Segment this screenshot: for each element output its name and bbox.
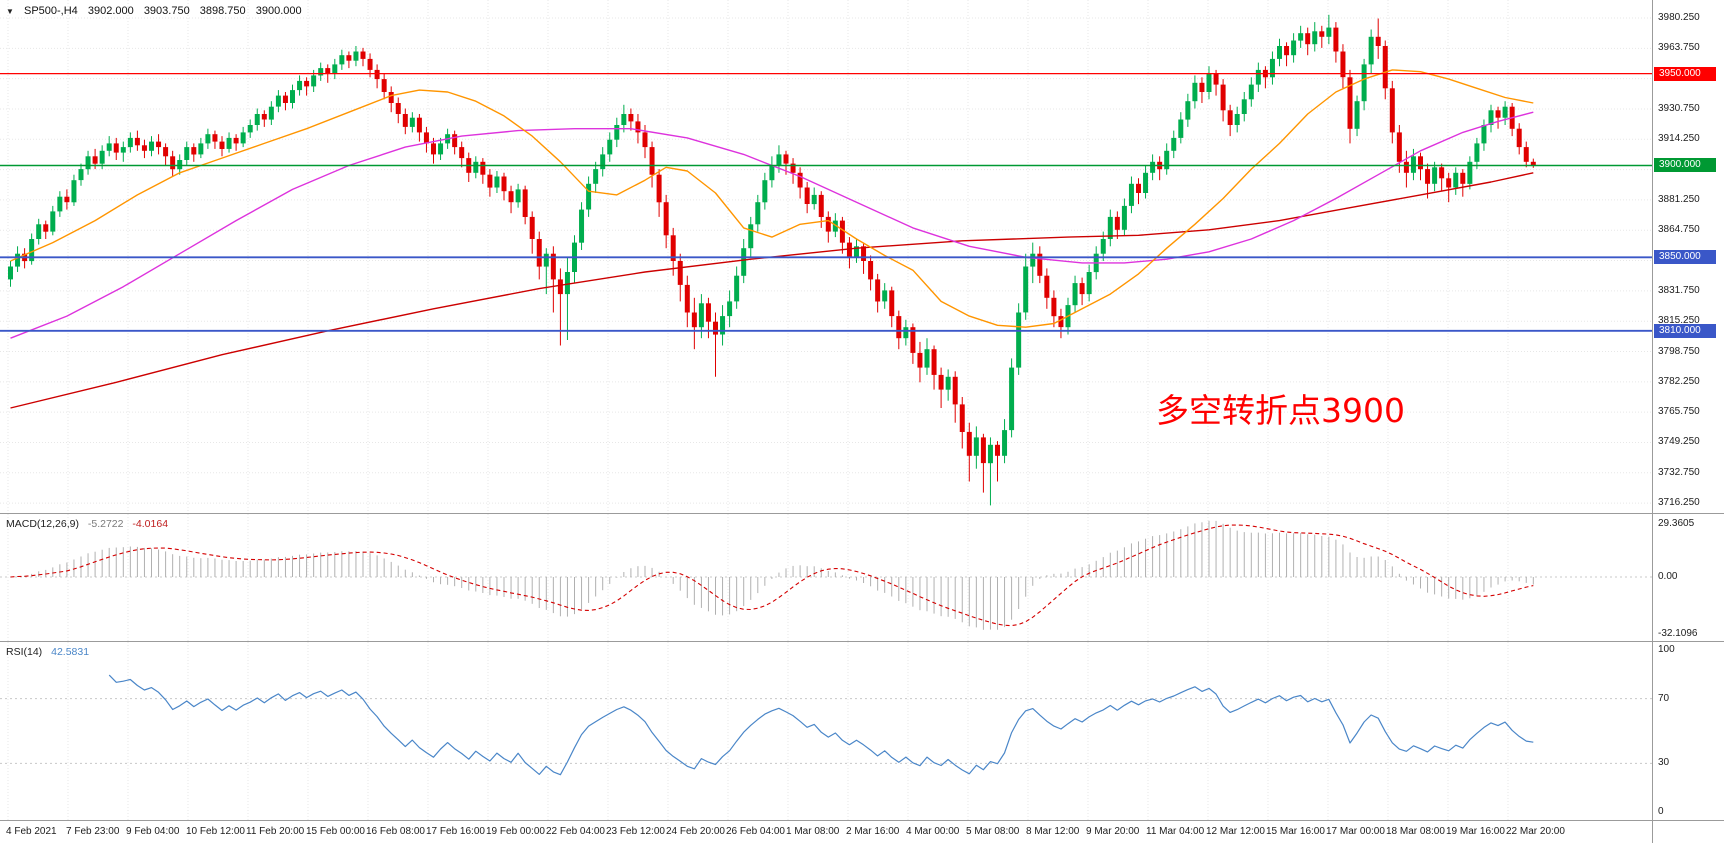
- chart-info-bar: ▼ SP500-,H4 3902.000 3903.750 3898.750 3…: [6, 5, 309, 17]
- time-axis-label: 2 Mar 16:00: [846, 826, 900, 837]
- macd-axis-label: 0.00: [1658, 571, 1678, 582]
- time-axis-label: 22 Mar 20:00: [1506, 826, 1565, 837]
- time-axis-label: 11 Mar 04:00: [1146, 826, 1205, 837]
- time-axis-label: 9 Mar 20:00: [1086, 826, 1140, 837]
- time-axis-label: 26 Feb 04:00: [726, 826, 785, 837]
- scale-separator: [1652, 0, 1653, 843]
- price-badge: 3850.000: [1654, 250, 1716, 265]
- price-chart-surface[interactable]: [0, 0, 1652, 513]
- ohlc-close: 3900.000: [255, 5, 302, 17]
- time-axis-label: 12 Mar 12:00: [1206, 826, 1265, 837]
- time-axis-label: 5 Mar 08:00: [966, 826, 1020, 837]
- price-axis-label: 3749.250: [1658, 436, 1700, 448]
- rsi-line: [108, 674, 1534, 776]
- time-axis-label: 23 Feb 12:00: [606, 826, 665, 837]
- time-axis-label: 18 Mar 08:00: [1386, 826, 1445, 837]
- price-axis-label: 3782.250: [1658, 375, 1700, 387]
- macd-indicator-label: MACD(12,26,9) -5.2722 -4.0164: [6, 518, 174, 530]
- rsi-name: RSI(14): [6, 646, 43, 658]
- panel-divider-time[interactable]: [0, 820, 1724, 821]
- time-axis-label: 19 Mar 16:00: [1446, 826, 1505, 837]
- rsi-axis-label: 70: [1658, 692, 1670, 704]
- rsi-axis-label: 0: [1658, 806, 1664, 817]
- macd-signal-line: [10, 524, 1534, 627]
- macd-name: MACD(12,26,9): [6, 518, 79, 530]
- ohlc-open: 3902.000: [87, 5, 134, 17]
- price-axis-label: 3798.750: [1658, 345, 1700, 357]
- rsi-axis-label: 30: [1658, 757, 1670, 769]
- vertical-gridlines: [7, 642, 1509, 820]
- time-axis-label: 1 Mar 08:00: [786, 826, 840, 837]
- time-axis-label: 24 Feb 20:00: [666, 826, 725, 837]
- price-axis-label: 3864.750: [1658, 224, 1700, 236]
- symbol-timeframe-label: SP500-,H4: [23, 5, 78, 17]
- ohlc-high: 3903.750: [143, 5, 190, 17]
- price-axis-label: 3765.750: [1658, 406, 1700, 418]
- macd-axis-label: 29.3605: [1658, 518, 1695, 529]
- time-axis-label: 22 Feb 04:00: [546, 826, 605, 837]
- rsi-panel-surface[interactable]: [0, 642, 1652, 820]
- price-axis-label: 3914.250: [1658, 133, 1700, 145]
- time-axis-label: 15 Mar 16:00: [1266, 826, 1325, 837]
- price-axis-label: 3716.250: [1658, 497, 1700, 509]
- price-scale[interactable]: 3980.2503963.7503947.2503930.7503914.250…: [1653, 0, 1724, 843]
- macd-histogram: [17, 520, 1534, 630]
- ohlc-low: 3898.750: [199, 5, 246, 17]
- time-axis-label: 4 Feb 2021: [6, 826, 57, 837]
- time-axis-label: 19 Feb 00:00: [486, 826, 545, 837]
- price-axis-label: 3963.750: [1658, 42, 1700, 54]
- rsi-value: 42.5831: [51, 646, 90, 658]
- chart-annotation-text[interactable]: 多空转折点3900: [1156, 391, 1405, 430]
- panel-divider-macd[interactable]: [0, 513, 1724, 514]
- price-axis-label: 3831.750: [1658, 284, 1700, 296]
- price-axis-label: 3815.250: [1658, 315, 1700, 327]
- price-axis-label: 3980.250: [1658, 12, 1700, 23]
- time-axis-label: 8 Mar 12:00: [1026, 826, 1080, 837]
- macd-axis-label: -32.1096: [1658, 628, 1698, 639]
- collapse-toolbar-icon[interactable]: ▼: [6, 7, 14, 16]
- price-axis-label: 3881.250: [1658, 193, 1700, 205]
- candles: [8, 14, 1536, 506]
- macd-panel-surface[interactable]: [0, 514, 1652, 641]
- time-axis-label: 16 Feb 08:00: [366, 826, 425, 837]
- ma-slow-red-line: [10, 172, 1534, 409]
- price-axis-label: 3930.750: [1658, 102, 1700, 114]
- price-badge: 3810.000: [1654, 323, 1716, 338]
- time-axis-label: 9 Feb 04:00: [126, 826, 180, 837]
- panel-divider-rsi[interactable]: [0, 641, 1724, 642]
- time-axis-label: 15 Feb 00:00: [306, 826, 365, 837]
- time-axis-label: 11 Feb 20:00: [246, 826, 305, 837]
- macd-main-value: -5.2722: [87, 518, 124, 530]
- rsi-axis-label: 100: [1658, 644, 1675, 655]
- price-badge: 3900.000: [1654, 158, 1716, 173]
- time-scale[interactable]: 4 Feb 2021 7 Feb 23:00 9 Feb 04:00 10 Feb 1…: [0, 822, 1652, 843]
- time-axis-label: 7 Feb 23:00: [66, 826, 120, 837]
- time-axis-label: 4 Mar 00:00: [906, 826, 960, 837]
- price-badge: 3950.000: [1654, 66, 1716, 81]
- time-axis-label: 17 Feb 16:00: [426, 826, 485, 837]
- price-axis-label: 3732.750: [1658, 466, 1700, 478]
- rsi-indicator-label: RSI(14) 42.5831: [6, 646, 95, 658]
- ma-mid-magenta-line: [10, 111, 1534, 339]
- time-axis-label: 10 Feb 12:00: [186, 826, 245, 837]
- macd-signal-value: -4.0164: [132, 518, 169, 530]
- time-axis-label: 17 Mar 00:00: [1326, 826, 1385, 837]
- ma-fast-orange-line: [10, 69, 1534, 328]
